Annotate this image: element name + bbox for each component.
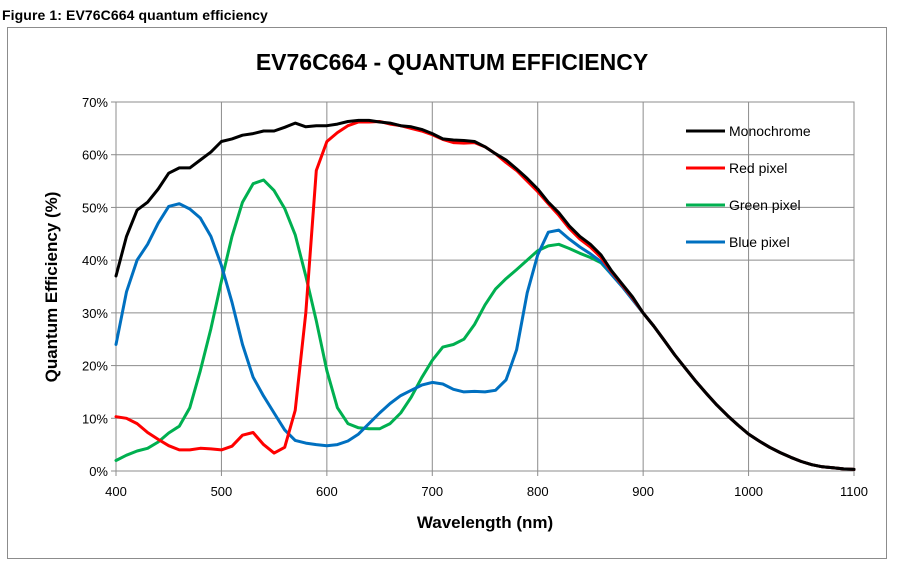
legend-label-blue-pixel: Blue pixel (729, 234, 790, 250)
x-axis-title: Wavelength (nm) (417, 513, 553, 532)
x-tick-label: 400 (105, 484, 127, 499)
x-tick-label: 600 (316, 484, 338, 499)
y-tick-label: 70% (82, 95, 108, 110)
legend-label-green-pixel: Green pixel (729, 197, 801, 213)
chart-legend: Monochrome Red pixel Green pixel Blue pixel (686, 123, 811, 250)
x-tick-label: 900 (632, 484, 654, 499)
series-line-monochrome (114, 118, 856, 471)
x-tick-label: 1000 (734, 484, 763, 499)
y-tick-label: 0% (89, 464, 108, 479)
x-tick-label: 800 (527, 484, 549, 499)
chart-frame (7, 27, 887, 559)
x-tick-label: 500 (211, 484, 233, 499)
legend-label-monochrome: Monochrome (729, 123, 811, 139)
chart-title: EV76C664 - QUANTUM EFFICIENCY (256, 49, 648, 75)
x-tick-label: 700 (421, 484, 443, 499)
y-axis-ticks: 0% 10% 20% 30% 40% 50% 60% 70% (82, 95, 116, 479)
y-tick-label: 40% (82, 253, 108, 268)
y-tick-label: 30% (82, 306, 108, 321)
legend-label-red-pixel: Red pixel (729, 160, 787, 176)
figure-caption: Figure 1: EV76C664 quantum efficiency (2, 7, 268, 23)
y-axis-title: Quantum Efficiency (%) (42, 192, 61, 383)
plot-area-border (115, 101, 855, 472)
y-tick-label: 50% (82, 200, 108, 215)
series-lines (114, 118, 856, 471)
x-axis-ticks: 400 500 600 700 800 900 1000 1100 (105, 471, 868, 499)
series-line-green-pixel (114, 178, 856, 471)
y-tick-label: 20% (82, 359, 108, 374)
y-tick-label: 10% (82, 411, 108, 426)
x-tick-label: 1100 (840, 484, 868, 499)
y-tick-label: 60% (82, 148, 108, 163)
